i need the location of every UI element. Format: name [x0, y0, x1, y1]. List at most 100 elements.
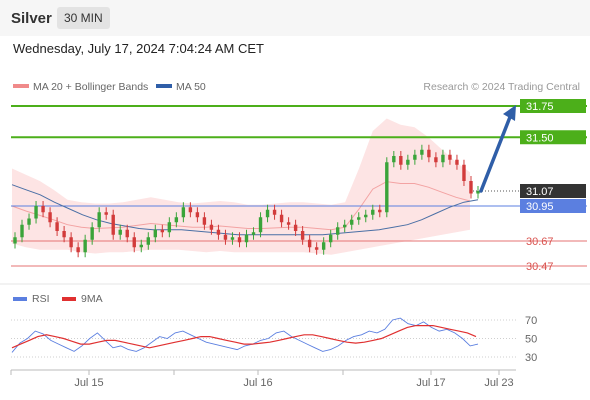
forecast-arrow — [479, 105, 516, 193]
candle-body — [62, 231, 66, 238]
legend-swatch-rsi — [13, 297, 27, 301]
legend-label-9ma: 9MA — [81, 293, 103, 305]
candle — [34, 201, 38, 224]
level-text: 30.67 — [526, 236, 554, 248]
level-text: 30.95 — [526, 201, 554, 213]
header-bar: Silver 30 MIN — [0, 0, 590, 36]
candle — [420, 144, 424, 160]
candle — [455, 154, 459, 170]
candle-body — [462, 164, 466, 181]
candle-body — [300, 231, 305, 240]
candle — [146, 232, 150, 250]
candle — [41, 201, 45, 218]
level-label-30.67: 30.67 — [526, 236, 554, 248]
candle — [125, 224, 129, 243]
legend-swatch-ma50 — [156, 84, 172, 88]
timeframe-badge[interactable]: 30 MIN — [57, 7, 110, 29]
level-label-31.07: 31.07 — [520, 184, 586, 198]
candle-body — [364, 214, 368, 218]
credit-text: Research © 2024 Trading Central — [423, 81, 580, 93]
candle — [272, 204, 277, 220]
level-text: 31.50 — [526, 132, 554, 144]
candle-body — [146, 237, 150, 245]
rsi-9ma-line — [11, 325, 477, 349]
candle — [335, 222, 340, 240]
timestamp-label: Wednesday, July 17, 2024 7:04:24 AM CET — [13, 41, 264, 56]
bollinger-bands — [11, 118, 471, 255]
candle-body — [230, 237, 235, 240]
candle — [441, 149, 445, 168]
candle-body — [328, 234, 333, 243]
candle — [69, 232, 73, 253]
candle — [90, 222, 94, 245]
candle-body — [392, 156, 396, 163]
candle-body — [455, 159, 459, 165]
candle-body — [153, 229, 158, 238]
legend-label-rsi: RSI — [32, 293, 50, 305]
candle — [48, 207, 52, 228]
candle — [167, 217, 172, 238]
candle-body — [272, 209, 277, 215]
candle-body — [286, 222, 291, 225]
candle — [307, 234, 312, 253]
candle-body — [321, 242, 326, 250]
candle-body — [413, 154, 417, 160]
candle — [139, 239, 143, 253]
candle-body — [188, 207, 193, 213]
candle-body — [41, 206, 45, 213]
candle-body — [132, 237, 136, 248]
level-text: 31.75 — [526, 101, 554, 113]
candle — [279, 209, 284, 228]
level-label-30.47: 30.47 — [526, 261, 554, 273]
level-text: 30.47 — [526, 261, 554, 273]
candle — [111, 209, 115, 240]
candle-body — [48, 212, 52, 223]
candle — [181, 202, 186, 223]
level-label-31.50: 31.50 — [520, 130, 586, 145]
ma20-line — [11, 181, 471, 231]
candle — [258, 212, 263, 238]
level-label-31.75: 31.75 — [520, 99, 586, 113]
candle — [13, 232, 17, 249]
candle-body — [378, 209, 382, 213]
candle-body — [469, 181, 473, 194]
candle — [244, 229, 249, 248]
candle — [20, 219, 24, 243]
level-badge — [520, 184, 586, 198]
candle-body — [125, 229, 129, 238]
legend-swatch-ma20 — [13, 84, 29, 88]
x-tick-label: Jul 23 — [484, 377, 513, 389]
rsi-line — [11, 317, 479, 353]
candle — [286, 217, 291, 230]
candle — [97, 207, 101, 233]
candle — [328, 229, 333, 248]
candle-body — [27, 218, 31, 225]
rsi-panel: 70 50 30 — [11, 315, 537, 364]
candle-body — [13, 237, 17, 244]
rsi-tick-label: 70 — [525, 315, 537, 327]
candle-body — [55, 222, 59, 231]
candle-body — [209, 224, 214, 230]
candle-body — [223, 234, 228, 240]
candle — [476, 186, 480, 199]
candle — [434, 152, 438, 168]
candle — [209, 219, 214, 235]
candle-body — [441, 154, 445, 163]
candle-body — [111, 214, 115, 235]
legend-label-ma20: MA 20 + Bollinger Bands — [33, 81, 148, 93]
candle — [399, 151, 403, 170]
candle — [293, 219, 298, 236]
candle — [413, 149, 417, 165]
x-tick-label: Jul 17 — [416, 377, 445, 389]
candle-body — [307, 239, 312, 248]
candle — [448, 149, 452, 165]
candle-body — [427, 149, 431, 158]
candle-body — [202, 217, 207, 225]
legend-label-ma50: MA 50 — [176, 81, 206, 93]
price-legend: MA 20 + Bollinger Bands MA 50 Research ©… — [13, 81, 580, 93]
candle — [195, 207, 200, 223]
candle-body — [406, 159, 410, 165]
candle-body — [258, 217, 263, 233]
candle-body — [181, 207, 186, 218]
